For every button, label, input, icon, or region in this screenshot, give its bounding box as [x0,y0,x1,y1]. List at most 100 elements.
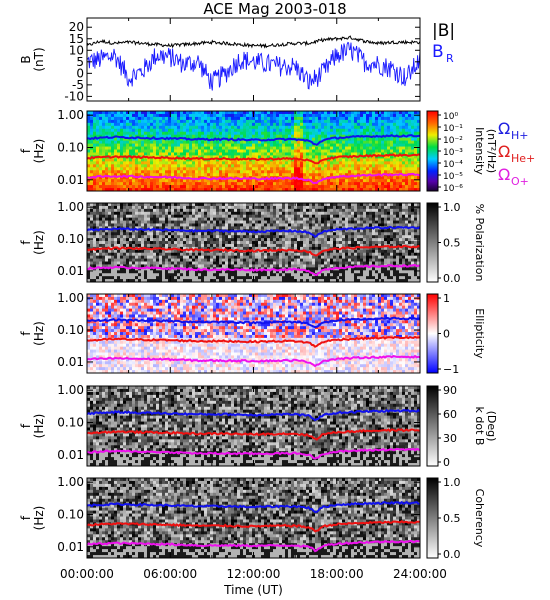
spectrogram-cell [141,220,145,224]
spectrogram-cell [198,217,202,221]
spectrogram-cell [351,179,355,183]
spectrogram-cell [177,241,181,245]
spectrogram-cell [243,155,247,159]
spectrogram-cell [270,241,274,245]
spectrogram-cell [129,203,133,207]
spectrogram-cell [168,214,172,219]
spectrogram-cell [243,252,247,257]
spectrogram-cell [321,131,325,136]
spectrogram-cell [252,170,256,174]
spectrogram-cell [273,119,277,124]
spectrogram-cell [396,176,400,180]
spectrogram-cell [222,235,226,239]
spectrogram-cell [222,122,226,127]
spectrogram-cell [129,270,133,274]
spectrogram-cell [249,164,253,168]
spectrogram-cell [288,161,292,165]
spectrogram-cell [339,134,343,139]
spectrogram-cell [261,214,265,219]
spectrogram-cell [270,158,274,162]
spectrogram-cell [306,128,310,133]
spectrogram-cell [387,113,391,118]
spectrogram-cell [252,238,256,242]
spectrogram-cell [318,143,322,147]
spectrogram-cell [150,276,154,280]
spectrogram-cell [345,176,349,180]
spectrogram-cell [123,267,127,271]
spectrogram-cell [219,235,223,239]
spectrogram-cell [279,214,283,219]
spectrogram-cell [378,182,382,186]
spectrogram-cell [369,167,373,171]
spectrogram-cell [264,143,268,147]
spectrogram-cell [405,161,409,165]
spectrogram-cell [129,279,133,283]
spectrogram-cell [246,158,250,162]
spectrogram-cell [93,276,97,280]
spectrogram-cell [264,173,268,177]
spectrogram-cell [285,223,289,227]
spectrogram-cell [207,152,211,156]
spectrogram-cell [198,161,202,165]
spectrogram-cell [348,125,352,130]
spectrogram-cell [174,185,178,189]
spectrogram-cell [207,267,211,271]
spectrogram-cell [294,241,298,245]
spectrogram-cell [288,131,292,136]
spectrogram-cell [168,143,172,147]
spectrogram-cell [267,111,271,115]
spectrogram-cell [99,185,103,189]
spectrogram-cell [246,226,250,230]
spectrogram-cell [330,116,334,121]
spectrogram-cell [204,146,208,150]
spectrogram-cell [195,140,199,144]
spectrogram-cell [165,164,169,168]
spectrogram-cell [291,220,295,224]
spectrogram-cell [390,113,394,118]
spectrogram-cell [405,125,409,130]
spectrogram-cell [174,211,178,216]
spectrogram-cell [393,116,397,121]
spectrogram-cell [231,252,235,257]
spectrogram-cell [264,261,268,265]
spectrogram-cell [273,273,277,277]
spectrogram-cell [258,128,262,133]
spectrogram-cell [282,226,286,230]
spectrogram-cell [390,137,394,142]
spectrogram-cell [411,113,415,118]
spectrogram-cell [108,264,112,268]
spectrogram-cell [102,226,106,230]
spectrogram-cell [138,255,142,259]
spectrogram-cell [267,217,271,221]
spectrogram-cell [192,128,196,133]
spectrogram-cell [279,235,283,239]
spectrogram-cell [90,279,94,283]
spectrogram-cell [408,170,412,174]
spectrogram-cell [258,167,262,171]
spectrogram-cell [123,111,127,115]
spectrogram-cell [300,143,304,147]
spectrogram-cell [99,188,103,192]
spectrogram-cell [225,161,229,165]
spectrogram-cell [240,119,244,124]
spectrogram-cell [120,261,124,265]
spectrogram-cell [123,179,127,183]
spectrogram-cell [393,111,397,115]
spectrogram-cell [189,161,193,165]
spectrogram-cell [381,140,385,144]
spectrogram-cell [129,140,133,144]
spectrogram-cell [192,185,196,189]
spectrogram-cell [321,167,325,171]
spectrogram-cell [123,273,127,277]
spectrogram-cell [207,211,211,216]
spectrogram-cell [255,243,259,248]
spectrogram-cell [306,252,310,257]
spectrogram-cell [201,111,205,115]
spectrogram-cell [162,167,166,171]
spectrogram-cell [159,164,163,168]
spectrogram-cell [114,131,118,136]
spectrogram-cell [288,122,292,127]
spectrogram-cell [183,235,187,239]
spectrogram-cell [144,226,148,230]
spectrogram-cell [153,279,157,283]
